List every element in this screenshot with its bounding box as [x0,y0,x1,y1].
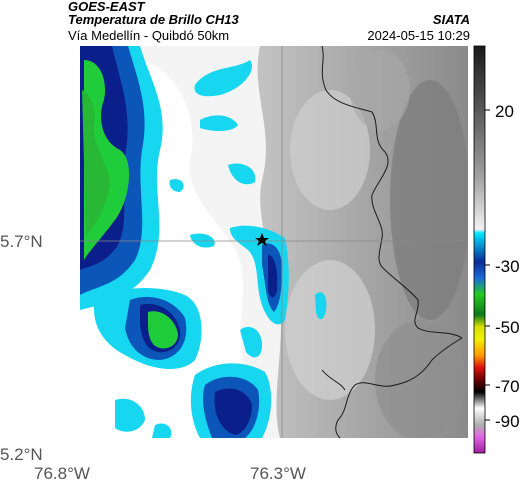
lat-tick-5-2: 5.2°N [0,445,43,464]
satellite-imagery [80,46,468,438]
colorbar-label-minus50: -50 [495,318,520,337]
colorbar-label-minus70: -70 [495,377,520,396]
lat-tick-5-7: 5.7°N [0,232,43,251]
colorbar-label-minus90: -90 [495,412,520,431]
colorbar-label-minus30: -30 [495,257,520,276]
timestamp-label: 2024-05-15 10:29 [367,28,470,43]
colorbar-ticks [485,109,490,421]
route-subtitle: Vía Medellín - Quibdó 50km [68,28,230,43]
colorbar [473,45,486,454]
lon-tick-76-8: 76.8°W [34,464,90,483]
star-icon [255,233,269,246]
satellite-name: GOES-EAST [68,0,145,14]
department-border [321,46,463,339]
colorbar-label-20: 20 [495,102,514,121]
organization-label: SIATA [432,12,470,27]
lon-tick-76-3: 76.3°W [250,464,306,483]
product-title: Temperatura de Brillo CH13 [68,12,239,27]
